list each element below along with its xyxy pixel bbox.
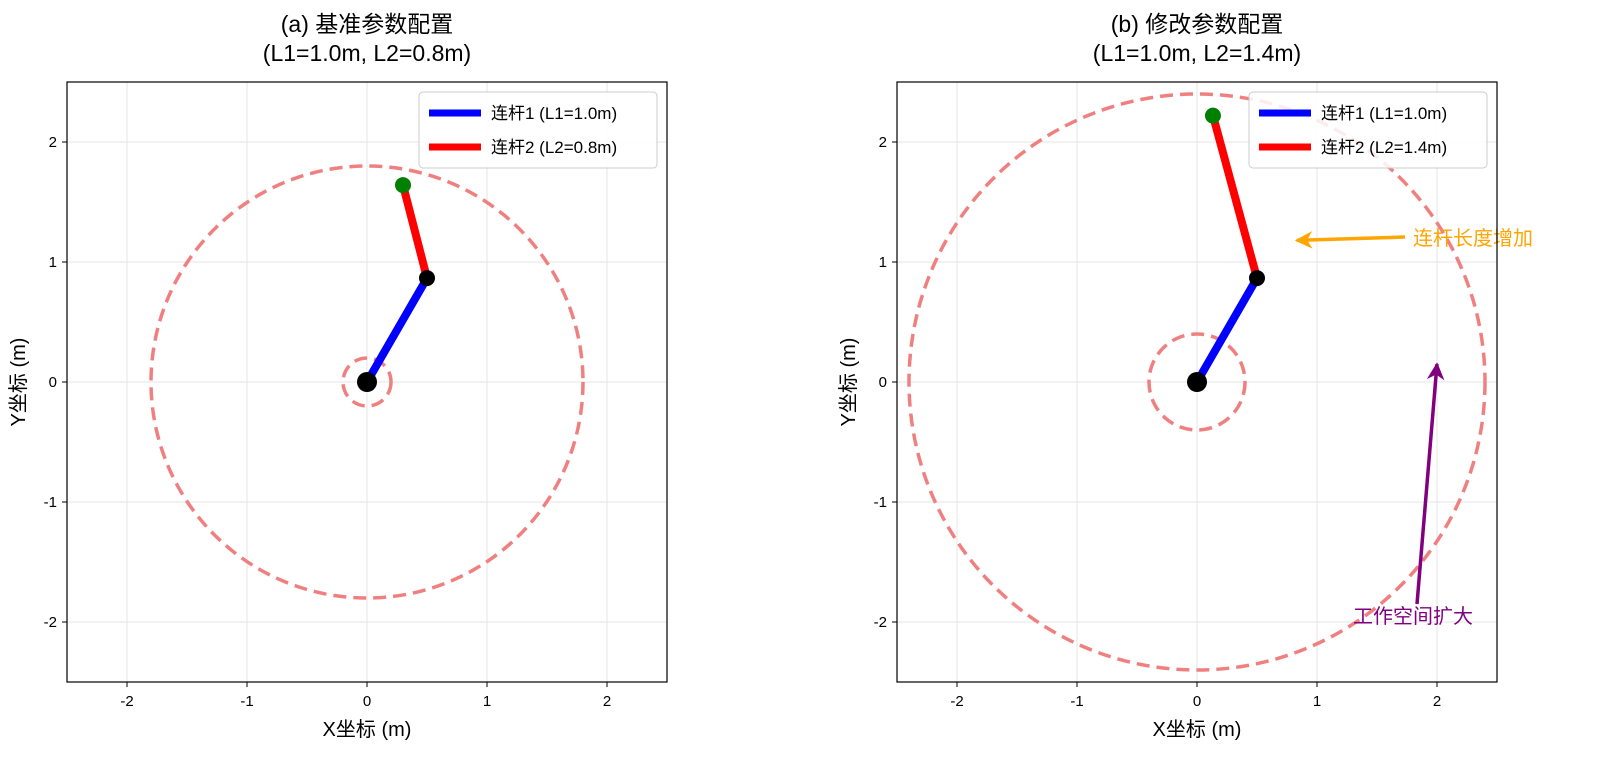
axes-frame [896,81,1498,683]
x-tick-label: 0 [1193,693,1201,710]
x-tick-label: -1 [240,693,253,710]
x-axis-label: X坐标 (m) [323,718,412,741]
x-tick-label: -2 [950,693,963,710]
legend-label: 连杆1 (L1=1.0m) [491,104,617,123]
end-effector [1204,107,1221,124]
y-axis-label: Y坐标 (m) [7,338,30,427]
x-tick-label: 2 [1433,693,1441,710]
x-tick-label: -1 [1070,693,1083,710]
y-tick-label: -2 [44,614,57,631]
x-tick-label: 1 [1313,693,1321,710]
y-tick-label: -1 [44,494,57,511]
legend-label: 连杆2 (L2=1.4m) [1321,138,1447,157]
y-tick-label: 2 [879,134,887,151]
link-1 [363,276,431,385]
workspace-inner-circle [341,356,393,408]
plot-subtitle: (L1=1.0m, L2=1.4m) [1093,40,1301,66]
subplot-a: (a) 基准参数配置 (L1=1.0m, L2=0.8m) -2 -1 0 1 2 -2 -1 0… [7,11,668,741]
plot-title: (a) 基准参数配置 [281,11,454,37]
plot-subtitle: (L1=1.0m, L2=0.8m) [263,40,471,66]
y-tick-label: 2 [49,134,57,151]
x-tick-label: 1 [483,693,491,710]
y-tick-label: 1 [49,254,57,271]
annotation-text: 工作空间扩大 [1353,605,1473,628]
x-tick-label: 2 [603,693,611,710]
elbow-joint [419,270,435,287]
legend: 连杆1 (L1=1.0m) 连杆2 (L2=1.4m) [1248,91,1488,169]
workspace-outer-circle [907,92,1487,672]
y-tick-label: -1 [874,494,887,511]
workspace-inner-circle [1147,332,1247,432]
y-tick-label: 0 [49,374,57,391]
workspace-outer-circle [149,164,585,600]
subplot-b: (b) 修改参数配置 (L1=1.0m, L2=1.4m) -2 -1 0 1 2 -2 -1 0… [837,11,1533,741]
y-tick-label: -2 [874,614,887,631]
elbow-joint [1249,270,1265,287]
link-2 [399,184,431,280]
legend: 连杆1 (L1=1.0m) 连杆2 (L2=0.8m) [418,91,658,169]
y-axis-label: Y坐标 (m) [837,338,860,427]
base-joint [1187,372,1207,392]
link-1 [1193,276,1261,385]
legend-label: 连杆1 (L1=1.0m) [1321,104,1447,123]
base-joint [357,372,377,392]
axes-frame [66,81,668,683]
x-tick-label: 0 [363,693,371,710]
annotation-text: 连杆长度增加 [1413,227,1533,250]
plot-title: (b) 修改参数配置 [1111,11,1284,37]
y-tick-label: 0 [879,374,887,391]
end-effector [395,177,411,194]
annotation-arrow [1415,362,1445,605]
x-tick-label: -2 [120,693,133,710]
y-tick-label: 1 [879,254,887,271]
x-axis-label: X坐标 (m) [1153,718,1242,741]
legend-label: 连杆2 (L2=0.8m) [491,138,617,157]
annotation-arrow [1294,231,1406,249]
link-2 [1209,114,1261,280]
